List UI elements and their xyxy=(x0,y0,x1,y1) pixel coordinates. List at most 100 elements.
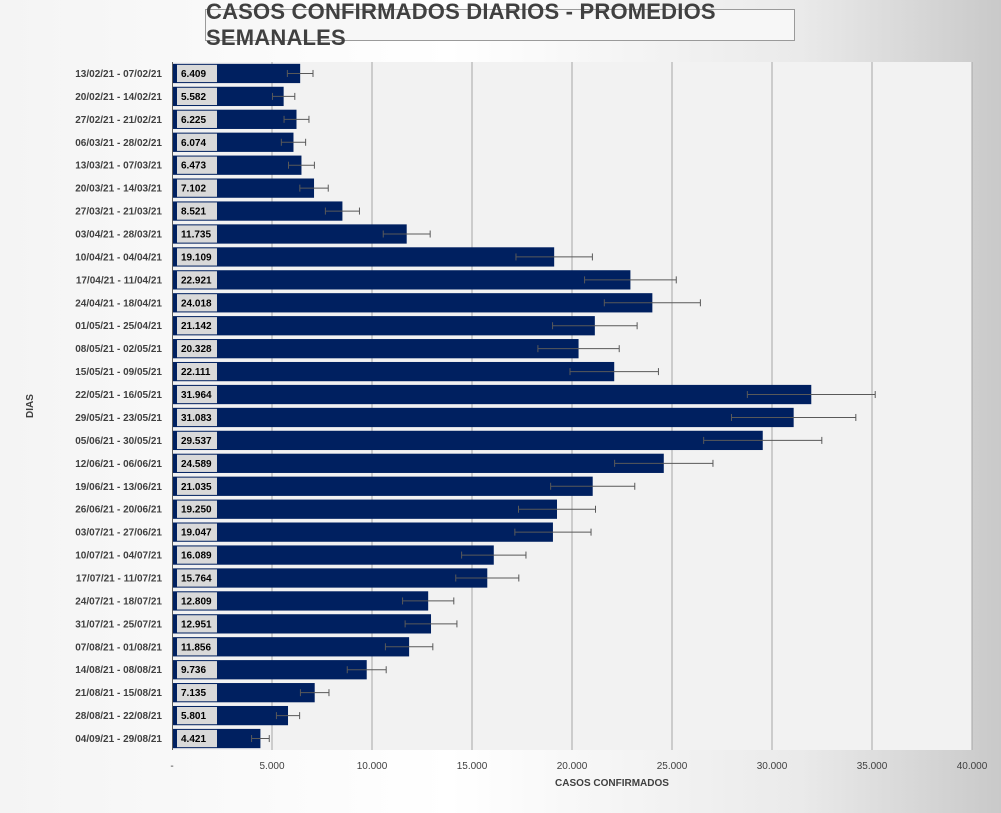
data-label: 4.421 xyxy=(181,734,206,745)
bar xyxy=(173,430,763,451)
category-label: 26/06/21 - 20/06/21 xyxy=(75,505,162,516)
data-label: 11.856 xyxy=(181,642,211,653)
bar xyxy=(173,293,653,313)
data-label: 24.589 xyxy=(181,459,212,470)
data-label-box xyxy=(177,362,217,381)
bar xyxy=(173,637,410,657)
bar xyxy=(173,224,407,244)
category-label: 17/04/21 - 11/04/21 xyxy=(76,275,163,286)
data-label: 20.328 xyxy=(181,344,212,355)
data-label: 22.921 xyxy=(181,275,212,286)
data-label-box xyxy=(177,477,217,495)
bar xyxy=(173,316,595,336)
x-tick-label: - xyxy=(170,761,173,772)
category-label: 31/07/21 - 25/07/21 xyxy=(75,619,162,630)
category-label: 15/05/21 - 09/05/21 xyxy=(75,367,162,378)
bar xyxy=(173,499,557,519)
category-label: 28/08/21 - 22/08/21 xyxy=(75,711,162,722)
bar xyxy=(173,453,664,473)
data-label: 6.074 xyxy=(181,138,206,149)
data-label: 19.250 xyxy=(181,505,212,516)
data-label-box xyxy=(177,271,217,289)
category-label: 04/09/21 - 29/08/21 xyxy=(75,734,162,745)
data-label-box xyxy=(177,385,217,404)
category-label: 01/05/21 - 25/04/21 xyxy=(75,321,162,332)
bar xyxy=(173,660,367,680)
bar xyxy=(173,476,593,496)
data-label-box xyxy=(177,569,217,587)
data-label: 31.964 xyxy=(181,390,212,401)
data-label: 12.951 xyxy=(181,619,212,630)
data-label: 6.225 xyxy=(181,115,206,126)
data-label: 19.047 xyxy=(181,528,212,539)
bar xyxy=(173,247,555,267)
y-axis-title: DIAS xyxy=(25,394,36,418)
category-label: 10/04/21 - 04/04/21 xyxy=(75,252,162,263)
data-label-box xyxy=(177,110,217,128)
category-label: 24/04/21 - 18/04/21 xyxy=(75,298,162,309)
category-label: 13/02/21 - 07/02/21 xyxy=(75,69,162,80)
category-label: 07/08/21 - 01/08/21 xyxy=(75,642,162,653)
data-label-box xyxy=(177,638,217,656)
bar xyxy=(173,339,579,359)
category-label: 20/02/21 - 14/02/21 xyxy=(75,92,162,103)
data-label-box xyxy=(177,546,217,564)
data-label-box xyxy=(177,408,217,427)
category-label: 27/02/21 - 21/02/21 xyxy=(75,115,162,126)
data-label: 5.801 xyxy=(181,711,206,722)
data-label: 9.736 xyxy=(181,665,206,676)
bar xyxy=(173,591,429,611)
category-label: 03/07/21 - 27/06/21 xyxy=(75,528,162,539)
data-label: 19.109 xyxy=(181,252,212,263)
bar xyxy=(173,270,631,290)
category-label: 24/07/21 - 18/07/21 xyxy=(75,596,162,607)
data-label-box xyxy=(177,431,217,450)
x-tick-label: 5.000 xyxy=(259,761,284,772)
x-tick-label: 25.000 xyxy=(657,761,688,772)
bar xyxy=(173,568,488,588)
category-label: 21/08/21 - 15/08/21 xyxy=(75,688,162,699)
data-label: 16.089 xyxy=(181,551,212,562)
category-label: 05/06/21 - 30/05/21 xyxy=(75,436,162,447)
data-label: 6.473 xyxy=(181,161,206,172)
data-label-box xyxy=(177,340,217,358)
data-label-box xyxy=(177,684,217,702)
data-label: 7.102 xyxy=(181,184,206,195)
bar xyxy=(173,614,432,634)
category-label: 10/07/21 - 04/07/21 xyxy=(75,551,162,562)
data-label-box xyxy=(177,133,217,151)
category-label: 27/03/21 - 21/03/21 xyxy=(75,207,162,218)
category-label: 17/07/21 - 11/07/21 xyxy=(76,574,163,585)
category-label: 12/06/21 - 06/06/21 xyxy=(75,459,162,470)
bar xyxy=(173,545,494,565)
data-label-box xyxy=(177,317,217,335)
x-tick-label: 15.000 xyxy=(457,761,488,772)
x-tick-label: 20.000 xyxy=(557,761,588,772)
data-label: 24.018 xyxy=(181,298,212,309)
data-label-box xyxy=(177,179,217,197)
data-label-box xyxy=(177,706,217,725)
category-label: 03/04/21 - 28/03/21 xyxy=(75,230,162,241)
bar xyxy=(173,522,553,542)
data-label: 22.111 xyxy=(181,367,211,378)
data-label-box xyxy=(177,523,217,541)
data-label-box xyxy=(177,615,217,633)
bar xyxy=(173,361,615,382)
data-label: 29.537 xyxy=(181,436,212,447)
data-label-box xyxy=(177,225,217,243)
data-label-box xyxy=(177,87,217,106)
x-tick-label: 35.000 xyxy=(857,761,888,772)
data-label-box xyxy=(177,661,217,679)
category-label: 08/05/21 - 02/05/21 xyxy=(75,344,162,355)
data-label-box xyxy=(177,156,217,174)
category-label: 20/03/21 - 14/03/21 xyxy=(75,184,162,195)
category-label: 29/05/21 - 23/05/21 xyxy=(75,413,162,424)
data-label-box xyxy=(177,64,217,83)
data-label-box xyxy=(177,500,217,518)
data-label: 8.521 xyxy=(181,207,206,218)
data-label: 7.135 xyxy=(181,688,206,699)
category-label: 22/05/21 - 16/05/21 xyxy=(75,390,162,401)
data-label-box xyxy=(177,592,217,610)
